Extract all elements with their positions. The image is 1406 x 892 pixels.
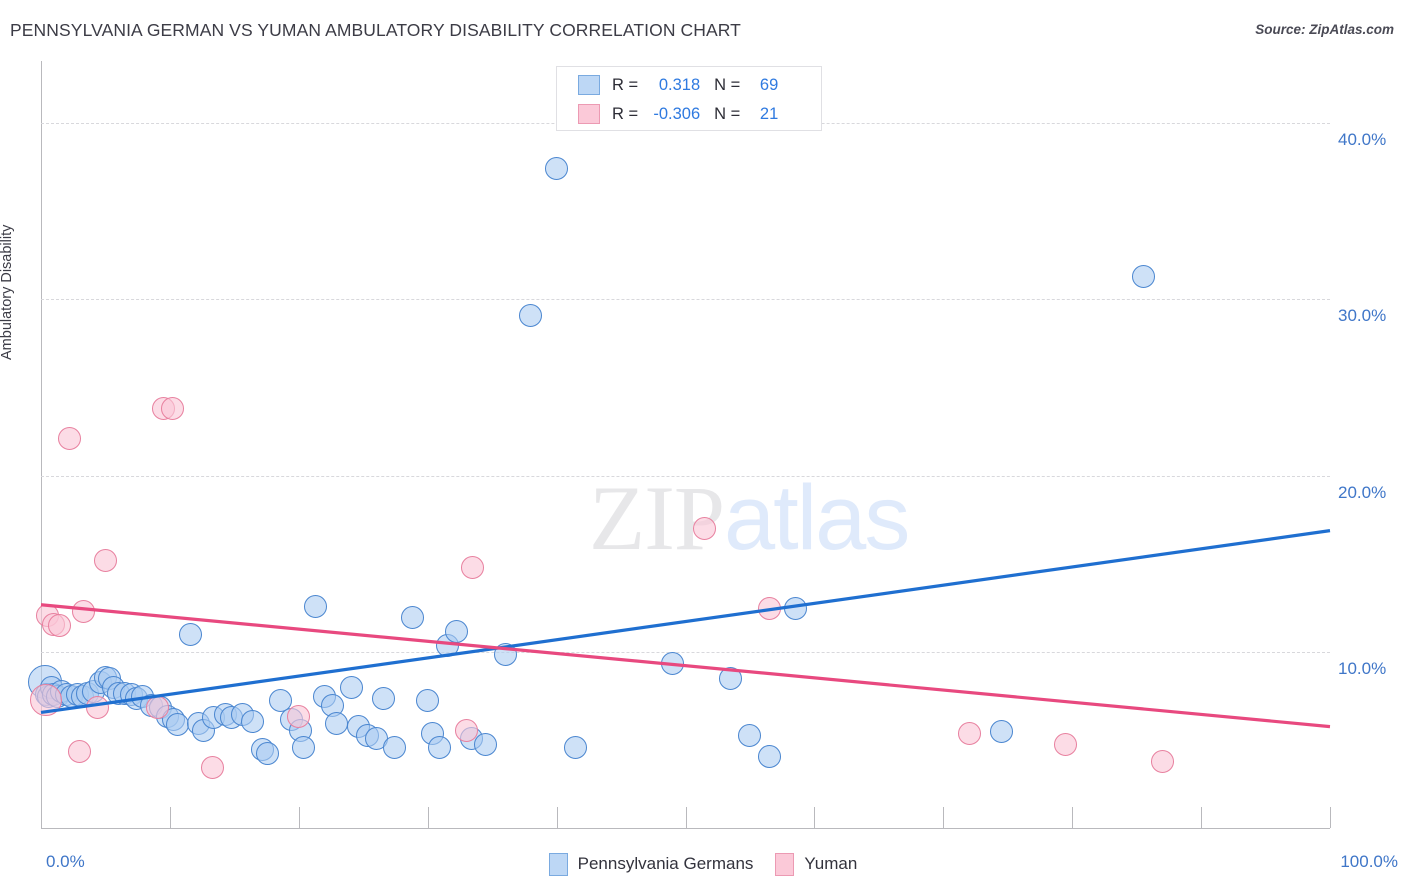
data-point[interactable] (444, 619, 468, 643)
x-tick-80 (1072, 807, 1074, 828)
data-point[interactable] (738, 723, 762, 747)
gridline-10 (41, 652, 1330, 654)
data-point[interactable] (1150, 750, 1174, 774)
data-point[interactable] (256, 741, 280, 765)
data-point[interactable] (200, 755, 224, 779)
x-tick-60 (814, 807, 816, 828)
stats-swatch-blue (578, 75, 600, 95)
legend-label-pennsylvania-germans: Pennsylvania Germans (577, 854, 754, 873)
stats-n-label-blue: N = (714, 75, 741, 94)
stats-r-value-pink: -0.306 (653, 104, 701, 123)
x-tick-90 (1201, 807, 1203, 828)
legend-swatch-blue (548, 852, 568, 876)
stats-n-value-pink: 21 (759, 104, 779, 123)
trendlines-layer (40, 529, 1331, 729)
x-tick-20 (298, 807, 300, 828)
data-point[interactable] (519, 303, 543, 327)
stats-n-label-pink: N = (714, 104, 741, 123)
data-point[interactable] (179, 623, 203, 647)
x-axis-max-label: 100.0% (1340, 852, 1398, 871)
stats-row-yuman: R = -0.306 N = 21 (557, 99, 821, 129)
data-point[interactable] (57, 427, 81, 451)
data-point[interactable] (400, 605, 424, 629)
data-point[interactable] (340, 676, 364, 700)
y-axis-line (41, 61, 42, 829)
data-point[interactable] (93, 549, 117, 573)
data-point[interactable] (287, 704, 311, 728)
x-tick-10 (169, 807, 171, 828)
stats-row-pennsylvania-germans: R = 0.318 N = 69 (557, 70, 821, 100)
x-tick-70 (943, 807, 945, 828)
stats-r-value-blue: 0.318 (658, 75, 701, 94)
x-tick-30 (427, 807, 429, 828)
y-axis-title: Ambulatory Disability (0, 224, 15, 360)
legend-swatch-pink (775, 852, 795, 876)
trendline-pennsylvania-germans (40, 529, 1331, 715)
x-tick-40 (556, 807, 558, 828)
data-point[interactable] (693, 517, 717, 541)
legend-label-yuman: Yuman (804, 854, 858, 873)
stats-r-label-pink: R = (612, 104, 639, 123)
source-attribution: Source: ZipAtlas.com (1255, 22, 1394, 37)
x-axis-min-label: 0.0% (46, 852, 85, 871)
legend-entry-pennsylvania-germans[interactable]: Pennsylvania Germans (548, 852, 754, 876)
page-title: PENNSYLVANIA GERMAN VS YUMAN AMBULATORY … (10, 20, 741, 40)
data-point[interactable] (240, 709, 264, 733)
y-tick-label-40: 40.0% (1338, 129, 1387, 149)
data-point[interactable] (68, 739, 92, 763)
y-tick-label-20: 20.0% (1338, 482, 1387, 502)
data-point[interactable] (564, 736, 588, 760)
chart-header: PENNSYLVANIA GERMAN VS YUMAN AMBULATORY … (0, 0, 1406, 55)
data-point[interactable] (461, 556, 485, 580)
data-point[interactable] (269, 688, 293, 712)
trendline-yuman (40, 603, 1331, 729)
data-point[interactable] (545, 157, 569, 181)
data-point[interactable] (1054, 732, 1078, 756)
stats-swatch-pink (578, 104, 600, 124)
data-point[interactable] (304, 595, 328, 619)
data-point[interactable] (719, 667, 743, 691)
data-point[interactable] (757, 745, 781, 769)
data-point[interactable] (160, 397, 184, 421)
x-tick-0 (41, 807, 42, 828)
data-point[interactable] (372, 686, 396, 710)
data-point[interactable] (47, 614, 71, 638)
data-point[interactable] (416, 688, 440, 712)
legend-entry-yuman[interactable]: Yuman (775, 852, 858, 876)
data-point[interactable] (292, 736, 316, 760)
plot-area: ZIPatlas (27, 61, 1331, 829)
data-point[interactable] (72, 600, 96, 624)
x-axis-line (41, 828, 1330, 829)
series-legend: Pennsylvania Germans Yuman (0, 848, 1406, 880)
x-tick-100 (1330, 807, 1331, 828)
gridline-20 (41, 475, 1330, 477)
data-point[interactable] (454, 718, 478, 742)
stats-r-label-blue: R = (612, 75, 639, 94)
data-point[interactable] (474, 732, 498, 756)
gridline-30 (41, 299, 1330, 301)
data-point[interactable] (427, 736, 451, 760)
data-point[interactable] (382, 736, 406, 760)
data-point[interactable] (1131, 264, 1155, 288)
y-tick-label-10: 10.0% (1338, 659, 1387, 679)
stats-n-value-blue: 69 (759, 75, 779, 94)
correlation-stats-box: R = 0.318 N = 69 R = -0.306 N = 21 (556, 66, 822, 131)
x-tick-50 (685, 807, 687, 828)
data-point[interactable] (957, 722, 981, 746)
data-point[interactable] (989, 720, 1013, 744)
y-tick-label-30: 30.0% (1338, 306, 1387, 326)
